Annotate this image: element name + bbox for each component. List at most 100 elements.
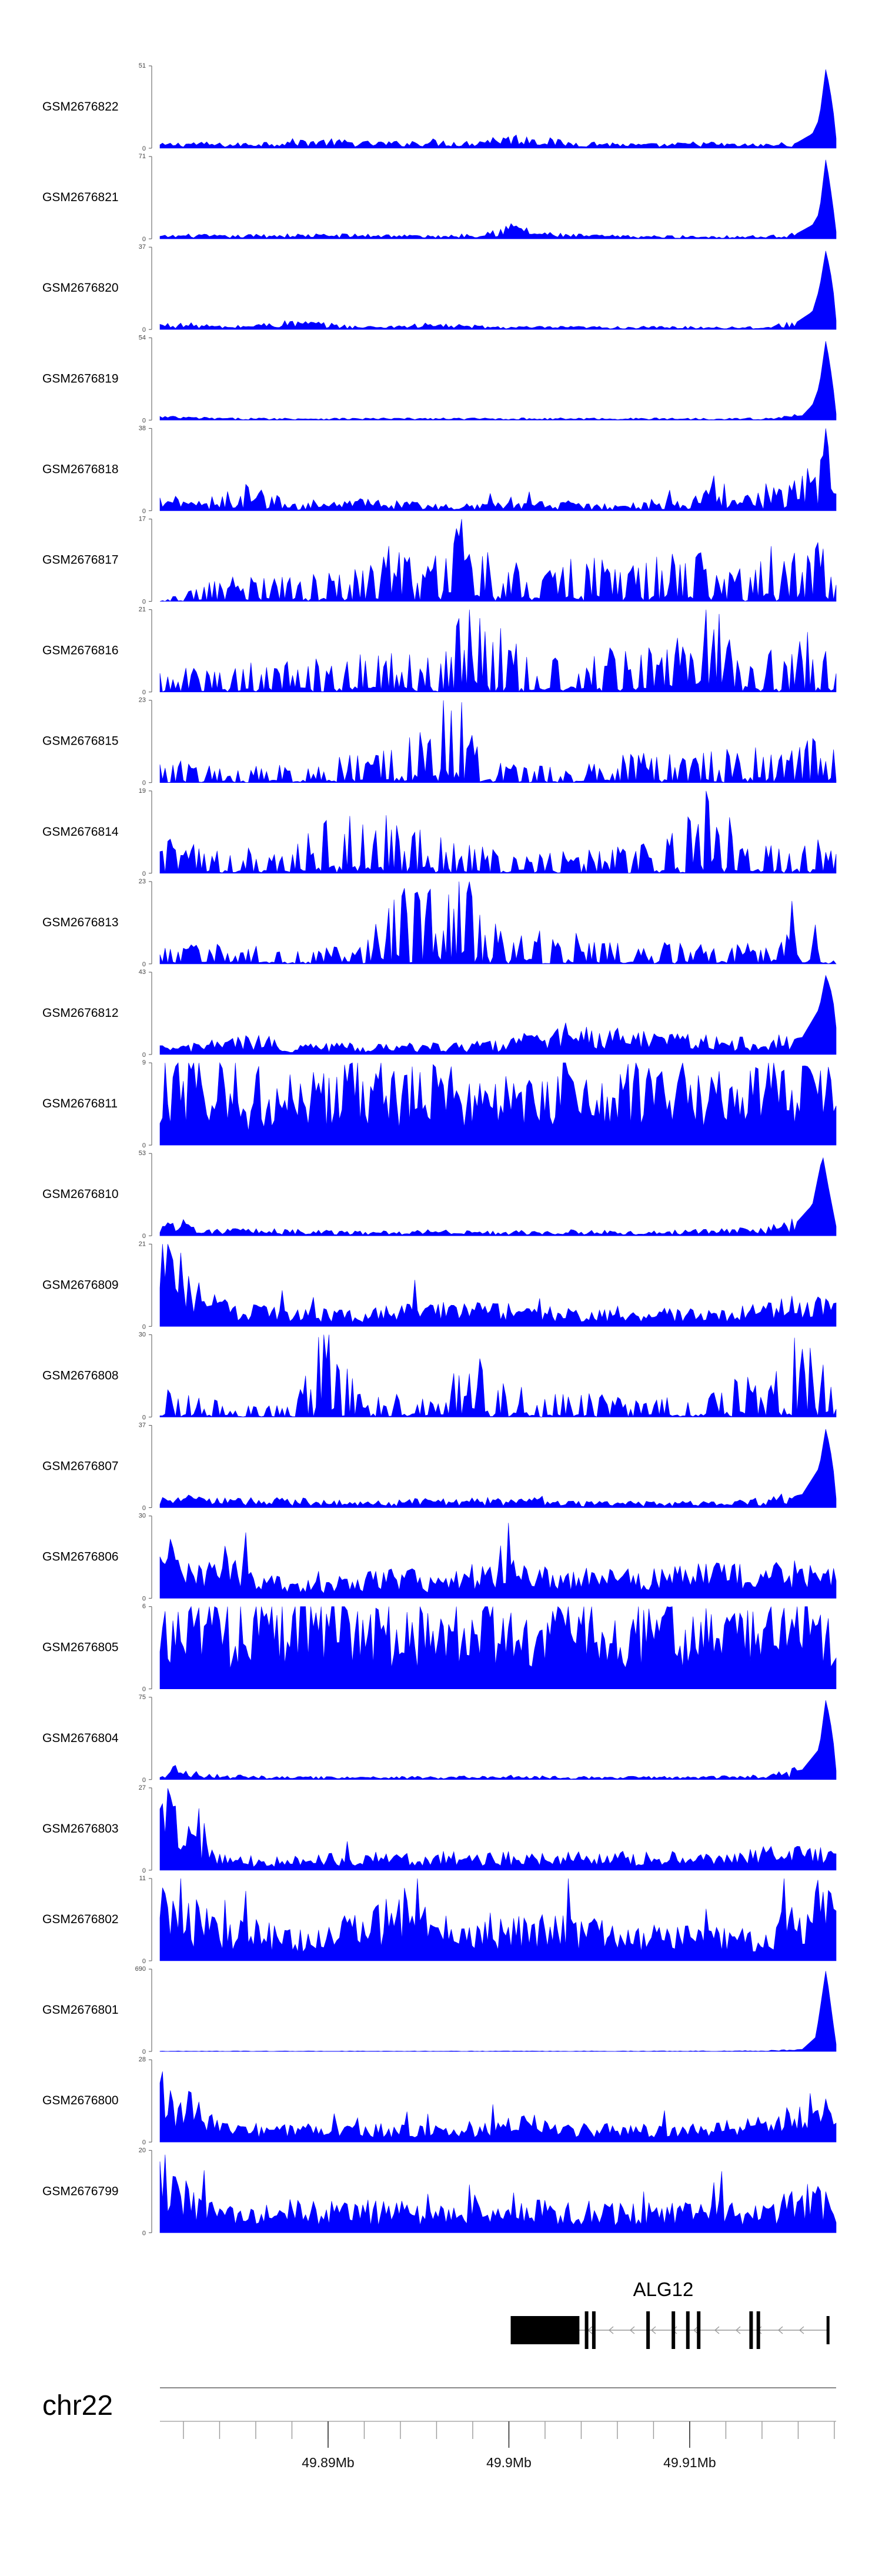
coverage-area-GSM2676809 <box>159 1244 837 1327</box>
coverage-area-GSM2676819 <box>159 341 837 421</box>
gene-exon-4 <box>671 2311 676 2349</box>
coverage-area-GSM2676818 <box>159 428 837 511</box>
strand-arrow <box>650 2326 656 2334</box>
track-label-GSM2676807: GSM2676807 <box>42 1460 119 1473</box>
y-max-label-GSM2676799: 20 <box>139 2147 146 2154</box>
track-label-GSM2676814: GSM2676814 <box>42 825 119 839</box>
gene-exon-7 <box>749 2311 753 2349</box>
gene-exon-1 <box>584 2311 589 2349</box>
y-max-label-GSM2676818: 38 <box>139 425 146 432</box>
y-max-label-GSM2676810: 53 <box>139 1150 146 1157</box>
track-label-GSM2676800: GSM2676800 <box>42 2094 119 2107</box>
track-label-GSM2676802: GSM2676802 <box>42 1913 119 1926</box>
coverage-area-GSM2676812 <box>159 975 837 1055</box>
track-label-GSM2676805: GSM2676805 <box>42 1641 119 1654</box>
y-min-label-GSM2676812: 0 <box>142 1052 146 1059</box>
y-max-label-GSM2676814: 19 <box>139 788 146 795</box>
y-max-label-GSM2676804: 75 <box>139 1694 146 1701</box>
coverage-area-GSM2676806 <box>159 1523 837 1599</box>
track-label-GSM2676819: GSM2676819 <box>42 372 119 385</box>
y-max-label-GSM2676801: 690 <box>135 1966 146 1973</box>
track-label-GSM2676818: GSM2676818 <box>42 462 119 476</box>
y-max-label-GSM2676802: 11 <box>139 1875 146 1882</box>
coverage-area-GSM2676816 <box>159 609 837 693</box>
gene-exon-last <box>826 2316 830 2344</box>
y-max-label-GSM2676821: 71 <box>139 153 146 160</box>
coverage-area-GSM2676811 <box>159 1062 837 1146</box>
coverage-area-GSM2676821 <box>159 159 837 239</box>
y-min-label-GSM2676806: 0 <box>142 1596 146 1603</box>
y-min-label-GSM2676814: 0 <box>142 870 146 877</box>
coverage-area-GSM2676817 <box>159 519 837 602</box>
y-min-label-GSM2676805: 0 <box>142 1686 146 1693</box>
track-label-GSM2676821: GSM2676821 <box>42 191 119 204</box>
track-label-GSM2676815: GSM2676815 <box>42 735 119 748</box>
track-label-GSM2676822: GSM2676822 <box>42 100 119 114</box>
y-max-label-GSM2676816: 21 <box>139 606 146 613</box>
gene-exon-3 <box>646 2311 650 2349</box>
gene-exon-8 <box>756 2311 760 2349</box>
y-min-label-GSM2676817: 0 <box>142 599 146 606</box>
coverage-area-GSM2676813 <box>159 881 837 965</box>
y-min-label-GSM2676818: 0 <box>142 508 146 515</box>
y-max-label-GSM2676807: 37 <box>139 1422 146 1429</box>
y-min-label-GSM2676815: 0 <box>142 780 146 787</box>
gene-exon-2 <box>592 2311 596 2349</box>
track-label-GSM2676809: GSM2676809 <box>42 1278 119 1292</box>
track-label-GSM2676806: GSM2676806 <box>42 1550 119 1564</box>
strand-arrow <box>799 2326 804 2334</box>
y-min-label-GSM2676799: 0 <box>142 2230 146 2237</box>
track-label-GSM2676803: GSM2676803 <box>42 1822 119 1836</box>
track-label-GSM2676799: GSM2676799 <box>42 2184 119 2198</box>
coverage-area-GSM2676807 <box>159 1429 837 1508</box>
strand-arrow <box>693 2326 699 2334</box>
gene-utr-block <box>510 2316 580 2344</box>
strand-arrow <box>714 2326 720 2334</box>
coverage-area-GSM2676800 <box>159 2071 837 2143</box>
gene-exon-6 <box>697 2311 701 2349</box>
coverage-area-GSM2676799 <box>159 2154 837 2233</box>
x-tick-label: 49.9Mb <box>486 2455 532 2470</box>
coverage-area-GSM2676822 <box>159 69 837 149</box>
y-max-label-GSM2676812: 43 <box>139 969 146 976</box>
strand-arrow <box>629 2326 635 2334</box>
track-label-GSM2676811: GSM2676811 <box>42 1097 118 1110</box>
track-label-GSM2676817: GSM2676817 <box>42 553 119 567</box>
coverage-area-GSM2676804 <box>159 1700 837 1780</box>
y-min-label-GSM2676821: 0 <box>142 236 146 243</box>
y-min-label-GSM2676807: 0 <box>142 1505 146 1512</box>
y-min-label-GSM2676801: 0 <box>142 2048 146 2056</box>
y-max-label-GSM2676815: 23 <box>139 697 146 704</box>
strand-arrow <box>608 2326 614 2334</box>
y-max-label-GSM2676819: 54 <box>139 334 146 341</box>
y-min-label-GSM2676819: 0 <box>142 417 146 424</box>
y-min-label-GSM2676803: 0 <box>142 1867 146 1874</box>
track-label-GSM2676812: GSM2676812 <box>42 1006 119 1020</box>
y-min-label-GSM2676800: 0 <box>142 2139 146 2146</box>
x-tick-label: 49.91Mb <box>663 2455 716 2470</box>
coverage-area-GSM2676803 <box>159 1788 837 1871</box>
y-max-label-GSM2676809: 21 <box>139 1240 146 1247</box>
coverage-area-GSM2676815 <box>159 700 837 783</box>
y-max-label-GSM2676811: 9 <box>142 1059 146 1066</box>
y-max-label-GSM2676813: 23 <box>139 878 146 885</box>
y-min-label-GSM2676809: 0 <box>142 1323 146 1330</box>
y-max-label-GSM2676800: 28 <box>139 2056 146 2063</box>
coverage-area-GSM2676820 <box>159 251 837 330</box>
coverage-area-GSM2676802 <box>159 1878 837 1961</box>
chromosome-label: chr22 <box>42 2390 113 2421</box>
track-label-GSM2676810: GSM2676810 <box>42 1187 119 1201</box>
y-max-label-GSM2676817: 17 <box>139 516 146 523</box>
y-min-label-GSM2676813: 0 <box>142 961 146 968</box>
y-min-label-GSM2676802: 0 <box>142 1958 146 1965</box>
coverage-area-GSM2676801 <box>159 1971 837 2052</box>
track-label-GSM2676816: GSM2676816 <box>42 644 119 658</box>
y-min-label-GSM2676804: 0 <box>142 1777 146 1784</box>
y-max-label-GSM2676805: 6 <box>142 1603 146 1610</box>
y-min-label-GSM2676811: 0 <box>142 1142 146 1149</box>
y-max-label-GSM2676822: 51 <box>139 62 146 69</box>
y-max-label-GSM2676806: 30 <box>139 1513 146 1520</box>
gene-label: ALG12 <box>633 2278 694 2300</box>
track-label-GSM2676808: GSM2676808 <box>42 1369 119 1382</box>
